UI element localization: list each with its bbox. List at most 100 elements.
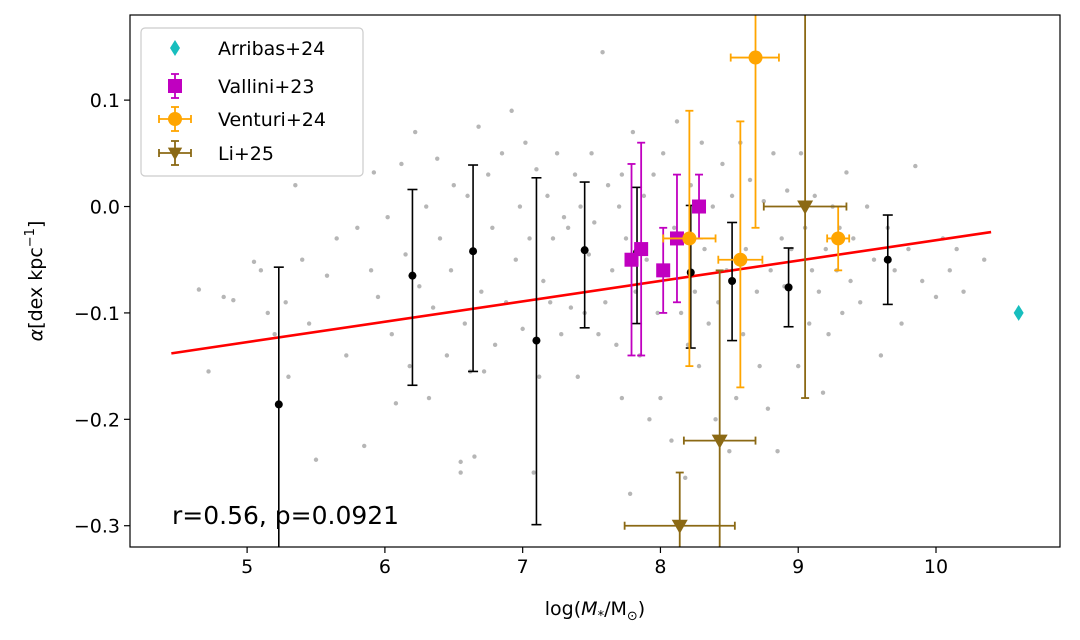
background-point xyxy=(906,246,911,252)
background-point xyxy=(823,246,828,252)
background-point xyxy=(430,305,436,310)
background-point xyxy=(761,199,766,204)
background-point xyxy=(517,204,523,209)
literature-series-layer xyxy=(623,15,1024,547)
background-point xyxy=(465,193,470,199)
li-25-point xyxy=(671,519,688,534)
legend-li-25-marker xyxy=(167,147,183,161)
background-point xyxy=(647,417,652,422)
background-point xyxy=(785,188,790,193)
legend-label-li-25: Li+25 xyxy=(218,143,274,165)
background-point xyxy=(437,236,443,241)
background-point xyxy=(892,268,897,273)
background-point xyxy=(196,287,202,292)
background-point xyxy=(864,204,870,209)
background-point xyxy=(490,225,495,230)
background-point xyxy=(458,459,463,465)
background-point xyxy=(565,225,571,230)
background-point xyxy=(899,321,904,326)
background-point xyxy=(435,156,440,161)
binned-point xyxy=(532,336,541,345)
binned-point xyxy=(784,283,793,292)
background-point xyxy=(699,140,704,145)
background-point xyxy=(920,278,925,284)
binned-point xyxy=(469,247,478,256)
y-tick-label: 0.1 xyxy=(90,90,120,112)
background-point xyxy=(561,214,567,220)
background-point xyxy=(458,470,463,475)
x-tick-label: 7 xyxy=(517,556,529,578)
background-point xyxy=(619,172,625,177)
background-point xyxy=(961,289,966,294)
background-point xyxy=(541,278,546,284)
fit-layer xyxy=(171,230,992,355)
background-point xyxy=(982,257,987,262)
background-point xyxy=(600,50,605,55)
background-point xyxy=(550,236,556,241)
background-point xyxy=(765,406,771,411)
background-point xyxy=(206,369,211,374)
vallini-23-point xyxy=(634,242,649,257)
background-point xyxy=(947,268,952,273)
x-tick-label: 10 xyxy=(924,556,948,578)
legend-vallini-23-marker xyxy=(168,79,182,93)
background-point xyxy=(669,438,674,443)
background-point xyxy=(655,310,660,316)
background-point xyxy=(548,300,553,305)
background-point xyxy=(627,491,633,496)
y-tick-label: −0.3 xyxy=(74,516,120,538)
background-point xyxy=(258,268,264,273)
background-point xyxy=(740,332,746,337)
x-tick-label: 9 xyxy=(792,556,804,578)
background-point xyxy=(283,300,288,305)
background-point xyxy=(743,246,749,252)
background-point xyxy=(472,454,477,459)
background-point xyxy=(389,332,394,337)
background-point xyxy=(385,214,390,220)
background-point xyxy=(534,167,539,172)
background-point xyxy=(417,284,422,289)
background-point xyxy=(603,300,608,305)
venturi-24-point xyxy=(682,231,697,246)
arribas-24-point xyxy=(1013,304,1024,321)
x-tick-label: 6 xyxy=(379,556,391,578)
background-point xyxy=(702,246,707,252)
background-point xyxy=(641,193,647,199)
background-point xyxy=(578,204,583,209)
background-point xyxy=(954,246,959,252)
background-point xyxy=(265,310,270,316)
background-point xyxy=(344,353,349,358)
background-point xyxy=(596,332,601,337)
venturi-24-point xyxy=(733,252,748,267)
background-point xyxy=(710,204,715,209)
background-point xyxy=(692,289,698,294)
background-point xyxy=(809,268,815,273)
background-point xyxy=(840,310,845,316)
background-point xyxy=(424,204,429,209)
background-point xyxy=(592,220,597,225)
venturi-24-point xyxy=(831,231,846,246)
background-point xyxy=(486,172,491,177)
li-25-point xyxy=(797,200,814,215)
background-point xyxy=(492,342,498,348)
background-point xyxy=(610,268,615,273)
background-point xyxy=(661,151,666,156)
binned-point xyxy=(686,268,695,277)
background-point xyxy=(807,321,812,326)
background-point xyxy=(779,236,784,241)
background-point xyxy=(523,140,528,145)
background-point xyxy=(448,268,454,273)
background-point xyxy=(403,252,408,257)
plot-frame xyxy=(129,14,1061,548)
li-25-point xyxy=(711,434,728,449)
binned-means-layer xyxy=(273,164,893,547)
background-point xyxy=(568,305,574,310)
background-point xyxy=(812,193,817,199)
background-point xyxy=(334,236,339,241)
binned-point xyxy=(728,277,737,285)
background-point xyxy=(651,172,656,177)
background-point xyxy=(537,374,542,379)
background-point xyxy=(878,353,884,358)
x-axis-label: log(M*/M⊙) xyxy=(545,598,645,624)
x-tick-label: 8 xyxy=(654,556,666,578)
